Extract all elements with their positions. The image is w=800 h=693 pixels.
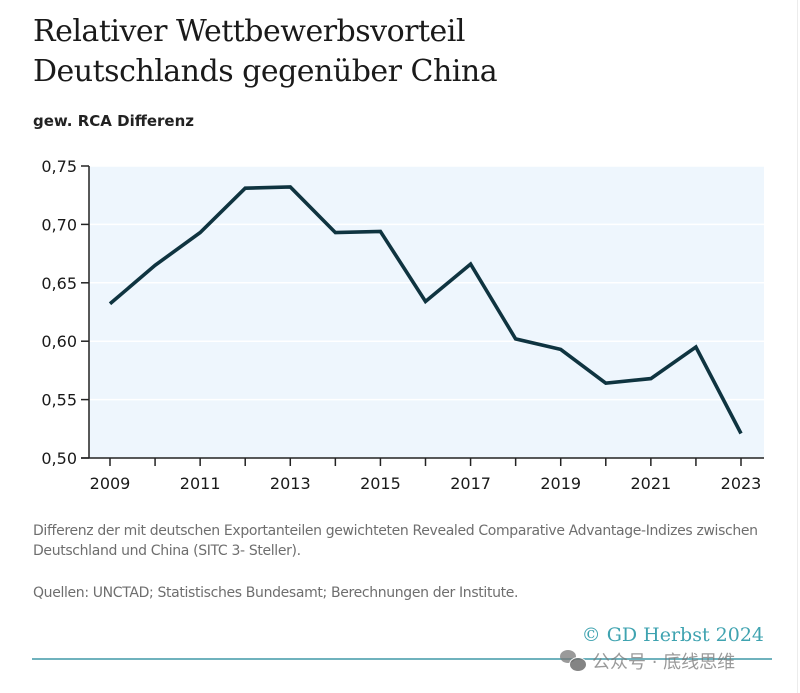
chart-note: Differenz der mit deutschen Exportanteil… [33,523,758,559]
x-tick-label: 2009 [90,474,131,493]
y-tick-label: 0,75 [41,157,77,176]
y-tick-label: 0,65 [41,274,77,293]
line-chart: 0,50 0,55 0,60 0,65 0,70 0,75 2009 2011 2013 201… [41,157,764,493]
page-edge [797,0,798,693]
watermark-text: 公众号 · 底线思维 [592,652,736,673]
y-tick-label: 0,55 [41,391,77,410]
x-tick-label: 2013 [270,474,311,493]
x-tick-label: 2017 [450,474,491,493]
y-tick-label: 0,50 [41,449,77,468]
plot-background [89,166,764,458]
copyright: © GD Herbst 2024 [581,624,764,646]
series-line [108,185,743,435]
x-axis-ticks: 2009 2011 2013 2015 2017 2019 2021 2023 [90,458,762,493]
watermark: 公众号 · 底线思维 [560,648,735,674]
x-tick-label: 2021 [630,474,671,493]
x-tick-label: 2015 [360,474,401,493]
y-tick-label: 0,60 [41,332,77,351]
chart-source: Quellen: UNCTAD; Statistisches Bundesamt… [33,585,519,601]
y-axis-ticks: 0,50 0,55 0,60 0,65 0,70 0,75 [41,157,89,468]
wechat-icon [560,650,587,672]
chart-title-line-2: Deutschlands gegenüber China [33,54,498,89]
gridlines [89,165,764,401]
x-tick-label: 2011 [180,474,221,493]
x-tick-label: 2019 [540,474,581,493]
footer-divider [32,658,772,660]
x-tick-label: 2023 [721,474,762,493]
y-tick-label: 0,70 [41,215,77,234]
chart-title-line-1: Relativer Wettbewerbsvorteil [33,14,466,49]
series-group [108,185,743,435]
chart-title: Relativer Wettbewerbsvorteil Deutschland… [33,12,753,92]
y-axis-label: gew. RCA Differenz [33,112,195,130]
